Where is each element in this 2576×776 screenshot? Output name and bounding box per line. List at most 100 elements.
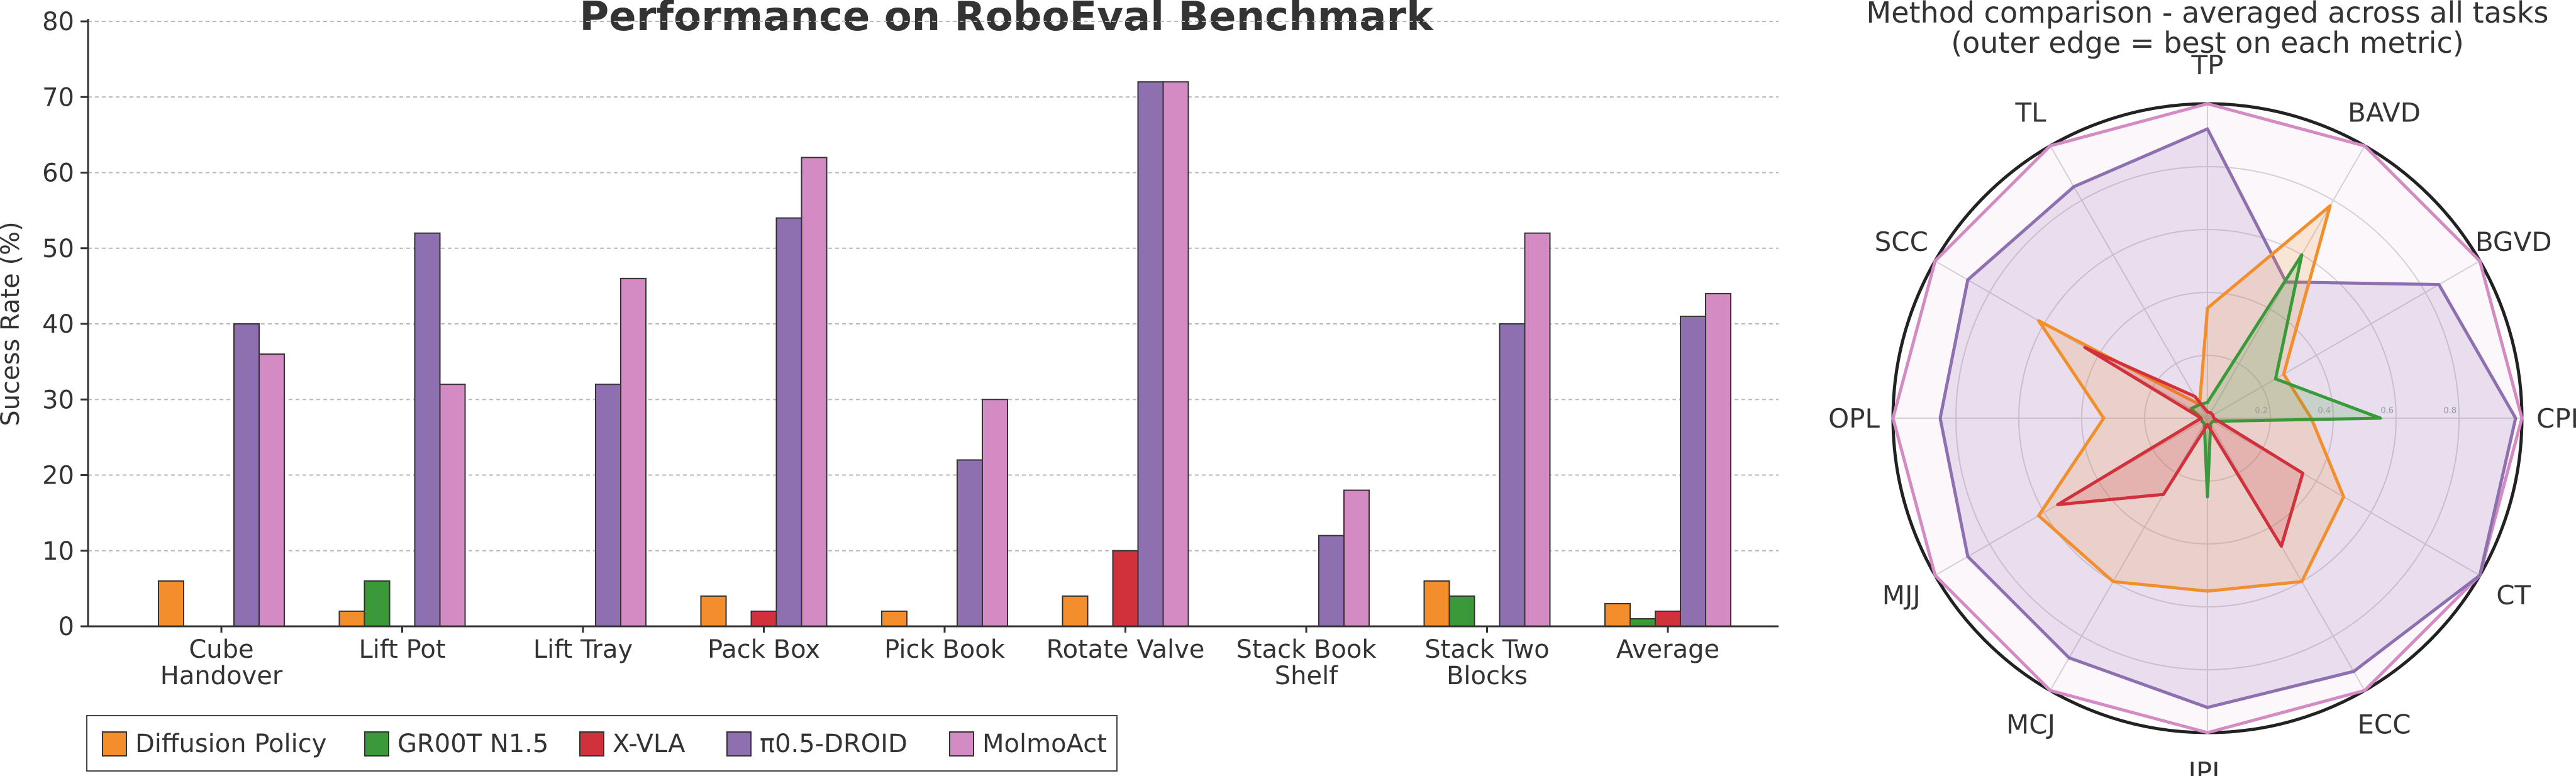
bar xyxy=(775,217,802,627)
y-tick-label: 80 xyxy=(42,8,74,36)
radar-axis-label: BGVD xyxy=(2475,226,2552,257)
x-tick-label: Cube xyxy=(189,635,253,664)
bar xyxy=(1705,292,1731,627)
y-tick-label: 30 xyxy=(42,385,74,414)
x-tick-label: Lift Tray xyxy=(533,635,633,664)
legend-swatch xyxy=(102,731,127,757)
x-tick-label: Stack Two xyxy=(1424,635,1549,664)
radar-axis-label: TL xyxy=(2014,97,2046,128)
bar xyxy=(1655,610,1681,628)
x-tick-label: Lift Pot xyxy=(358,635,445,664)
y-tick-label: 50 xyxy=(42,235,74,263)
radar-spoke xyxy=(1935,260,2208,419)
bar xyxy=(1629,618,1656,627)
y-tick-label: 10 xyxy=(42,537,74,566)
radar-series-polygon xyxy=(2189,253,2382,499)
bar xyxy=(338,610,365,628)
x-tick-label: Pack Box xyxy=(708,635,820,664)
bar xyxy=(801,157,828,627)
radar-chart: Method comparison - averaged across all … xyxy=(1828,0,2576,776)
radar-series-polygon xyxy=(2056,346,2305,548)
x-tick-label: Average xyxy=(1616,635,1719,664)
bar-chart: Performance on RoboEval Benchmark 0 10 20 3… xyxy=(0,0,1779,772)
x-tick-label: Pick Book xyxy=(884,635,1006,664)
bar xyxy=(1448,595,1475,628)
radar-axis-label: SCC xyxy=(1875,226,1928,257)
bar xyxy=(1318,535,1345,628)
radar-spoke xyxy=(2050,145,2208,419)
legend-label: MolmoAct xyxy=(982,729,1107,758)
bar-y-axis-label: Sucess Rate (%) xyxy=(0,221,25,426)
bar-axes xyxy=(87,19,1779,628)
bar xyxy=(1137,81,1164,627)
bar xyxy=(258,353,285,627)
bar xyxy=(1680,315,1706,627)
radar-axis-label: MCJ xyxy=(2006,709,2055,740)
radar-spoke xyxy=(2207,260,2480,419)
y-tick-label: 60 xyxy=(42,159,74,188)
bar xyxy=(750,610,777,628)
radar-title-line-1: Method comparison - averaged across all … xyxy=(1867,0,2549,30)
bar xyxy=(439,384,466,627)
radar-axis-label: OPL xyxy=(1828,403,1880,434)
radar-axis-label: CT xyxy=(2496,580,2531,611)
x-tick-label: Rotate Valve xyxy=(1046,635,1205,664)
radar-axis-label: JPL xyxy=(2186,757,2227,776)
radar-title-line-2: (outer edge = best on each metric) xyxy=(1951,26,2464,60)
bar xyxy=(1162,81,1189,627)
bar xyxy=(1604,602,1631,627)
bar xyxy=(957,459,983,627)
bar xyxy=(1062,595,1089,628)
x-tick-label: Shelf xyxy=(1275,662,1338,690)
bar-y-tick-labels: 0 10 20 30 40 50 60 70 80 xyxy=(42,8,88,641)
bar xyxy=(1524,232,1551,627)
radar-series-polygon xyxy=(2037,204,2345,593)
bar xyxy=(620,277,647,628)
legend-swatch xyxy=(364,731,389,757)
radar-axis-label: BAVD xyxy=(2348,97,2421,128)
radar-axis-label: TP xyxy=(2191,50,2224,80)
bar xyxy=(1343,489,1370,627)
y-tick-label: 40 xyxy=(42,310,74,339)
bar xyxy=(414,232,441,627)
radar-series xyxy=(1891,102,2524,734)
radar-ring-label: 0.2 xyxy=(2255,406,2268,416)
legend: Diffusion Policy GR00T N1.5 X-VLA π0.5-DROI… xyxy=(86,715,1118,772)
bar-gridlines xyxy=(88,21,1779,552)
y-tick-label: 0 xyxy=(58,612,74,641)
radar-axis-labels: TP BAVD BGVD CPL CT ECC JPL MCJ MJJ OPL SCC TL xyxy=(1828,50,2576,776)
bar xyxy=(1112,550,1139,627)
bar xyxy=(881,610,908,628)
bar xyxy=(595,384,621,627)
legend-swatch xyxy=(579,731,604,757)
bar xyxy=(982,399,1008,627)
legend-label: π0.5-DROID xyxy=(760,729,908,758)
legend-swatch xyxy=(726,731,752,757)
x-tick-label: Stack Book xyxy=(1236,635,1377,664)
bar xyxy=(233,323,260,627)
bar xyxy=(1499,323,1526,627)
legend-label: Diffusion Policy xyxy=(135,729,326,758)
bar xyxy=(700,595,727,628)
legend-label: X-VLA xyxy=(613,729,686,758)
x-tick-label: Blocks xyxy=(1446,662,1528,690)
bar xyxy=(364,580,391,627)
radar-axis-label: ECC xyxy=(2357,709,2411,740)
legend-label: GR00T N1.5 xyxy=(397,729,548,758)
bar-marks xyxy=(158,81,1731,628)
radar-ring-labels: 0.2 0.4 0.6 0.8 xyxy=(2255,406,2457,416)
radar-spoke xyxy=(2207,418,2365,691)
radar-ring-label: 0.8 xyxy=(2443,406,2457,416)
y-tick-label: 70 xyxy=(42,83,74,112)
y-tick-label: 20 xyxy=(42,462,74,491)
radar-series-polygon xyxy=(1938,127,2518,709)
bar-chart-title: Performance on RoboEval Benchmark xyxy=(579,0,1434,40)
bar xyxy=(158,580,184,627)
radar-ring-label: 0.4 xyxy=(2318,406,2331,416)
legend-swatch xyxy=(949,731,974,757)
radar-series-polygon xyxy=(1891,102,2524,734)
x-tick-label: Handover xyxy=(160,662,283,690)
radar-ring-label: 0.6 xyxy=(2380,406,2394,416)
